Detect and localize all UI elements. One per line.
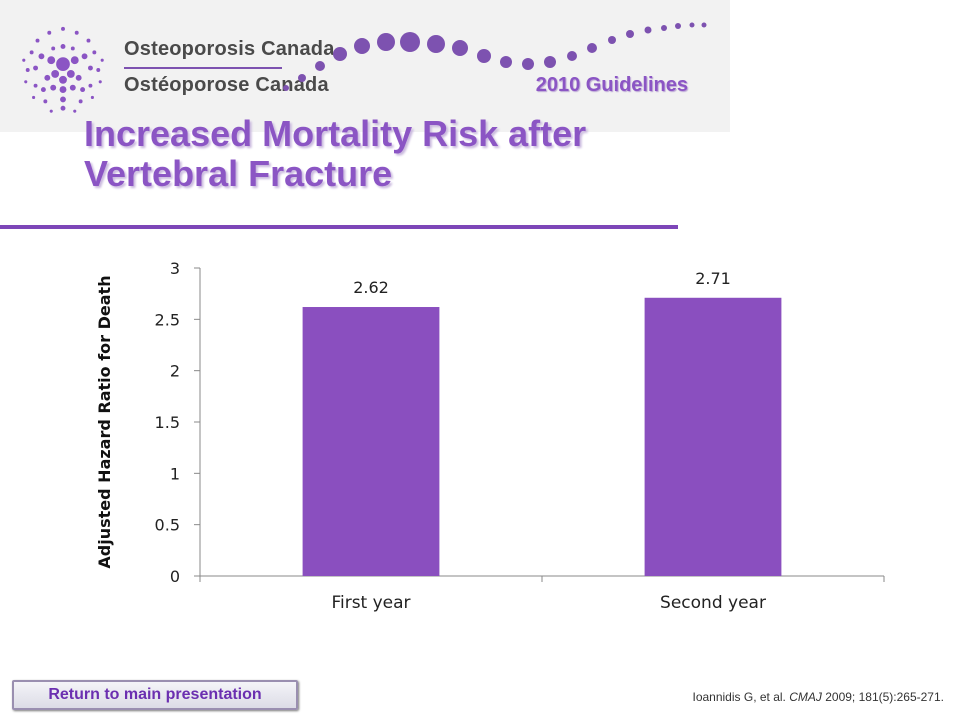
- return-to-main-presentation-button[interactable]: Return to main presentation: [12, 680, 298, 710]
- org-name-divider: [124, 67, 282, 69]
- citation-authors: Ioannidis G, et al.: [692, 690, 786, 704]
- x-tick-label: Second year: [660, 593, 766, 613]
- y-tick-label: 2: [170, 362, 180, 381]
- org-name-english: Osteoporosis Canada: [124, 38, 335, 60]
- org-name-french: Ostéoporose Canada: [124, 74, 329, 96]
- y-tick-label: 2.5: [155, 310, 180, 329]
- decorative-dot-wave-icon: [283, 22, 707, 91]
- bar-chart: 0 0.5 1 1.5 2 2.5 3 2.62 First year 2.71 Second ye…: [95, 259, 885, 613]
- y-axis-title: Adjusted Hazard Ratio for Death: [95, 275, 114, 568]
- y-tick-label: 0.5: [155, 516, 180, 535]
- title-divider: [0, 225, 678, 229]
- y-tick-label: 1: [170, 464, 180, 483]
- bar-1: [302, 307, 440, 576]
- y-tick-label: 3: [170, 259, 180, 278]
- citation-journal: CMAJ: [789, 690, 822, 704]
- x-tick-label: First year: [331, 593, 410, 613]
- data-label: 2.71: [695, 269, 731, 288]
- y-tick-label: 0: [170, 567, 180, 586]
- plot-area: 0 0.5 1 1.5 2 2.5 3 2.62 First year 2.71 Second ye…: [95, 259, 885, 613]
- guidelines-label: 2010 Guidelines: [535, 74, 688, 96]
- bar-2: [644, 297, 782, 576]
- data-label: 2.62: [353, 278, 389, 297]
- citation: Ioannidis G, et al. CMAJ 2009; 181(5):26…: [692, 690, 944, 704]
- osteoporosis-canada-logo-icon: [22, 26, 104, 113]
- citation-details: 2009; 181(5):265-271.: [825, 690, 944, 704]
- y-tick-label: 1.5: [155, 413, 180, 432]
- slide-title: Increased Mortality Risk after Vertebral…: [84, 113, 587, 194]
- header-banner: Osteoporosis Canada Ostéoporose Canada 2…: [0, 0, 730, 132]
